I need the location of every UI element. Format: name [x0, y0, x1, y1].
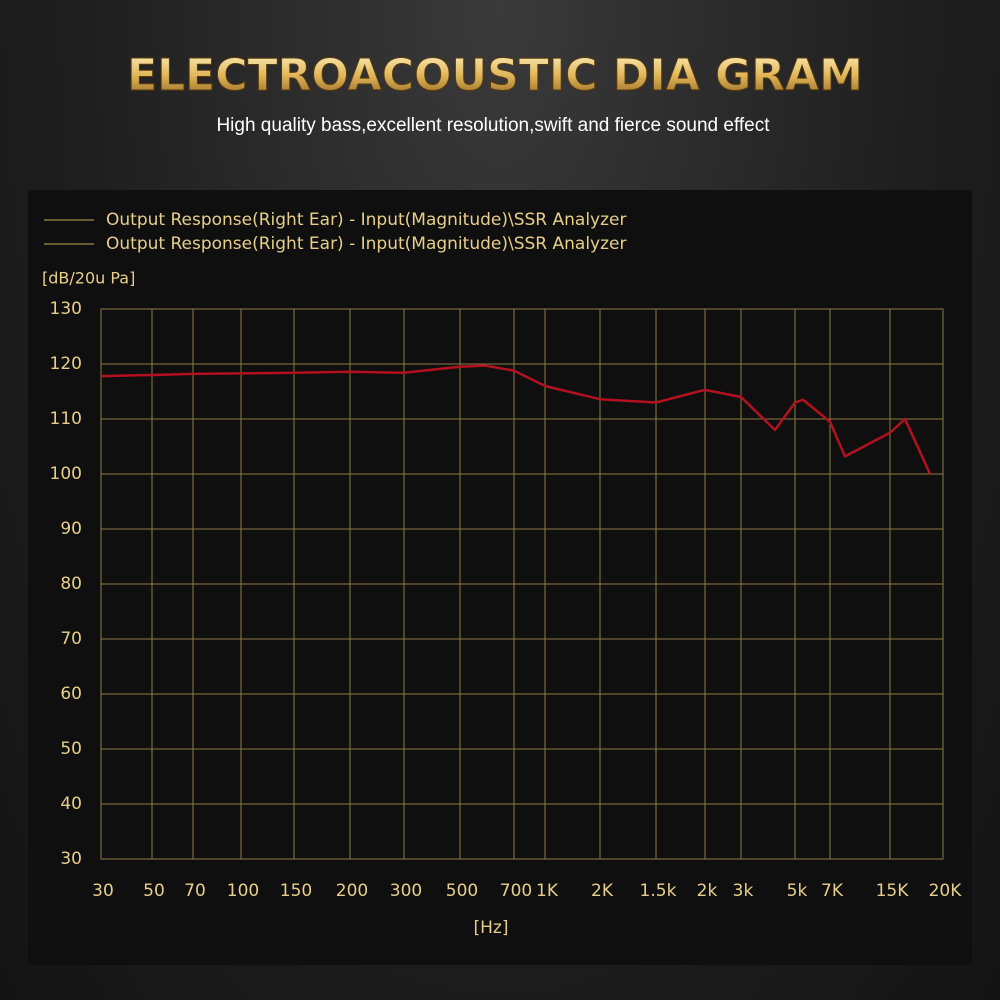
- x-tick-label: 30: [92, 881, 114, 901]
- chart-title: ELECTROACOUSTIC DIA GRAM: [127, 50, 863, 101]
- x-tick-label: 15K: [876, 881, 910, 901]
- x-tick-label: 1K: [536, 881, 559, 901]
- y-tick-label: 110: [50, 409, 82, 429]
- x-tick-label: 2K: [591, 881, 614, 901]
- x-axis-label: [Hz]: [474, 918, 509, 938]
- x-tick-label: 3k: [733, 881, 754, 901]
- x-tick-label: 50: [143, 881, 165, 901]
- x-tick-label: 70: [184, 881, 206, 901]
- y-tick-label: 30: [60, 849, 82, 869]
- y-tick-label: 70: [60, 629, 82, 649]
- x-tick-label: 700: [500, 881, 532, 901]
- y-tick-label: 40: [60, 794, 82, 814]
- x-tick-label: 20K: [929, 881, 963, 901]
- y-axis-label: [dB/20u Pa]: [42, 269, 135, 288]
- data-line: [100, 364, 932, 475]
- y-tick-label: 50: [60, 739, 82, 759]
- x-tick-label: 7K: [821, 881, 844, 901]
- y-tick-label: 80: [60, 574, 82, 594]
- x-tick-label: 300: [390, 881, 422, 901]
- y-tick-label: 90: [60, 519, 82, 539]
- legend-label: Output Response(Right Ear) - Input(Magni…: [106, 210, 626, 230]
- y-tick-label: 100: [50, 464, 82, 484]
- x-tick-label: 500: [446, 881, 478, 901]
- x-tick-label: 2k: [697, 881, 718, 901]
- x-tick-label: 150: [280, 881, 312, 901]
- x-tick-label: 100: [227, 881, 259, 901]
- legend-label: Output Response(Right Ear) - Input(Magni…: [106, 234, 626, 254]
- chart-subtitle: High quality bass,excellent resolution,s…: [216, 115, 770, 136]
- x-tick-label: 5k: [787, 881, 808, 901]
- plot-frame: [100, 308, 944, 860]
- y-tick-label: 130: [50, 299, 82, 319]
- x-tick-label: 200: [336, 881, 368, 901]
- y-tick-label: 60: [60, 684, 82, 704]
- chart-panel: [28, 190, 972, 965]
- y-tick-label: 120: [50, 354, 82, 374]
- x-tick-label: 1.5k: [640, 881, 677, 901]
